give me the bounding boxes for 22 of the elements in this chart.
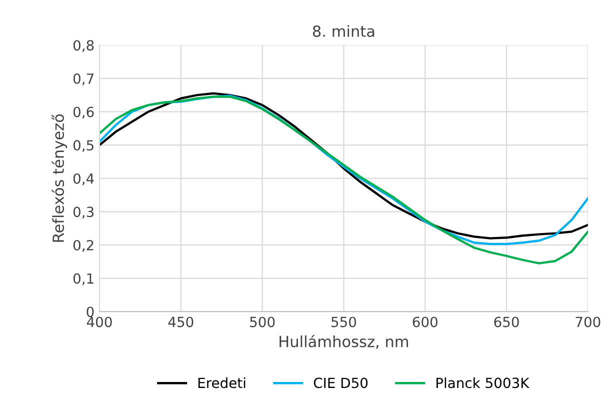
chart-title: 8. minta [312,25,374,37]
y-tick-label: 0,4 [73,173,94,186]
y-tick-label: 0,6 [73,106,94,119]
x-axis-title: Hullámhossz, nm [280,334,408,349]
y-axis-title: Reflexós tényező [52,114,67,242]
x-tick-label: 600 [412,316,438,328]
y-tick-label: 0 [86,306,94,318]
x-tick-label: 650 [494,316,519,328]
legend-label: CIE D50 [314,378,368,388]
y-tick-label: 0,3 [73,206,94,219]
x-tick-label: 500 [250,316,275,328]
y-tick-label: 0,7 [73,73,94,86]
x-tick-label: 400 [86,316,112,328]
x-tick-label: 700 [576,316,600,328]
y-tick-label: 0,8 [73,40,94,52]
y-tick-label: 0,5 [73,140,94,152]
y-tick-label: 0,2 [73,240,94,252]
legend-label: Eredeti [198,377,246,388]
y-tick-label: 0,1 [73,273,94,286]
x-tick-label: 450 [168,316,194,328]
legend-label: Planck 5003K [436,377,530,388]
x-tick-label: 550 [332,316,356,328]
